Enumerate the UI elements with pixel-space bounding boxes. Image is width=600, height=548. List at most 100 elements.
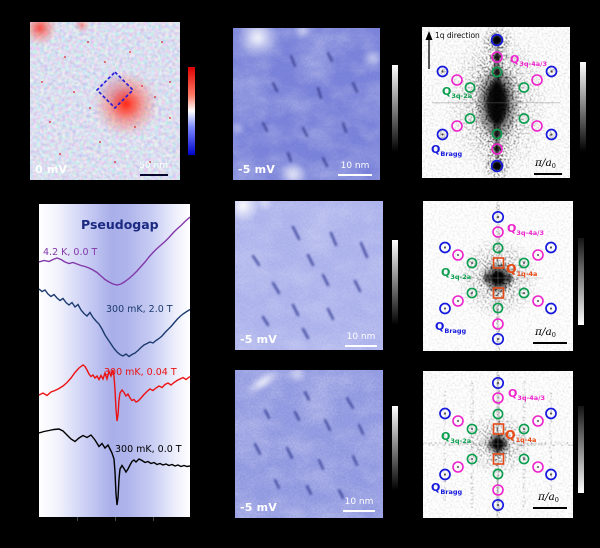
spectra-curves [39, 216, 190, 506]
1q-direction-arrow [425, 31, 433, 69]
q-symbol: Q [506, 261, 517, 276]
q3q-2a-circles [466, 408, 530, 480]
q-label-3q-2a: Q3q-2a [442, 85, 473, 100]
q1q-4a-squares [492, 257, 505, 299]
bright-streak [246, 370, 280, 395]
panel-c-fft: 1q direction Q3q-4a/3 Q3q-2a QBragg π/a0 [422, 27, 570, 178]
bragg-circles [439, 376, 557, 512]
colorbar-gray [392, 65, 398, 152]
q-symbol: Q [505, 427, 516, 442]
scalebar-label: 10 nm [340, 160, 370, 171]
q3q-4a3-circles [452, 226, 544, 330]
peak-dots [443, 381, 553, 507]
axis-tick [114, 517, 117, 521]
pi-a0-label: π/a0 [535, 326, 556, 339]
panel-f-fft: Q3q-4a/3 Q3q-2a Q1q-4a QBragg π/a0 [423, 201, 573, 351]
q-label-1q-4a: Q1q-4a [506, 261, 538, 278]
q-label-3q-2a: Q3q-2a [441, 430, 472, 445]
pi-a0-label: π/a0 [538, 491, 559, 504]
q-label-3q-2a: Q3q-2a [441, 266, 472, 281]
axis-tick [76, 517, 79, 521]
q-symbol: Q [507, 222, 517, 235]
pi-subscript: 0 [551, 162, 556, 170]
red-dots [41, 41, 171, 163]
colorbar-gray [392, 240, 398, 325]
panel-d-spectra: Pseudogap 4.2 K, 0.0 T 300 mK, 2.0 T 300… [39, 204, 190, 517]
colorbar-bwr [188, 67, 195, 155]
q-label-1q-4a: Q1q-4a [505, 427, 537, 444]
curve-300mK-0p04T [39, 364, 190, 422]
q-subscript: Bragg [440, 487, 463, 496]
q-label-bragg: QBragg [431, 481, 463, 496]
bias-label: -5 mV [240, 333, 278, 346]
dashed-roi-square [95, 70, 135, 110]
fft-image [422, 27, 570, 178]
q-subscript: 3q-2a [450, 436, 472, 445]
q3q-4a3-circles [451, 51, 543, 155]
scalebar: 10 nm [345, 332, 377, 347]
q-symbol: Q [441, 266, 451, 279]
scalebar-line [343, 509, 375, 512]
axis-tick [152, 517, 155, 521]
q-subscript: 1q-4a [516, 269, 538, 278]
q-label-bragg: QBragg [435, 320, 467, 335]
direction-label: 1q direction [435, 31, 480, 40]
reciprocal-scalebar [534, 173, 562, 175]
curve-label-300mK-0p04T: 300 mK, 0.04 T [104, 367, 177, 378]
colorbar-gray-inverted [578, 406, 584, 493]
panel-h-fft: Q3q-4a/3 Q3q-2a Q1q-4a QBragg π/a0 [423, 371, 573, 518]
q1q-4a-squares [492, 423, 505, 465]
scalebar-line [345, 344, 377, 347]
q-subscript: Bragg [444, 326, 467, 335]
pi-symbol: π/a [538, 491, 555, 503]
scalebar-label: 10 nm [344, 496, 374, 507]
q-label-3q-4a3: Q3q-4a/3 [507, 222, 544, 236]
curve-label-300mK-2T: 300 mK, 2.0 T [106, 304, 173, 315]
defect-streaks [262, 52, 358, 167]
q-subscript: 1q-4a [515, 435, 537, 444]
scalebar-line [139, 173, 168, 176]
scalebar: 50 nm [139, 161, 168, 176]
fft-core [448, 379, 546, 510]
defect-streaks [254, 391, 364, 499]
pi-subscript: 0 [554, 496, 559, 504]
curve-300mK-2T [39, 288, 190, 358]
curve-label-4p2K: 4.2 K, 0.0 T [43, 247, 98, 258]
scalebar: 10 nm [338, 160, 372, 176]
q-symbol: Q [442, 85, 452, 98]
panel-a-didv-map: 0 mV 50 nm [30, 22, 180, 180]
pseudogap-title: Pseudogap [81, 217, 159, 232]
peak-dots [443, 215, 553, 341]
bias-label: 0 mV [35, 163, 68, 176]
reciprocal-scalebar [533, 507, 567, 509]
q-symbol: Q [431, 143, 441, 156]
q-symbol: Q [508, 387, 518, 400]
stm-blue-image [233, 28, 380, 180]
panel-b-topograph: -5 mV 10 nm [233, 28, 380, 180]
scalebar: 10 nm [343, 496, 375, 512]
q3q-4a3-circles [452, 392, 544, 496]
q-subscript: 3q-4a/3 [517, 393, 546, 402]
fft-image [423, 371, 573, 518]
q-subscript: 3q-4a/3 [519, 59, 548, 68]
red-speckle [30, 22, 180, 180]
bias-label: -5 mV [240, 501, 278, 514]
bias-label: -5 mV [238, 163, 276, 176]
pi-a0-label: π/a0 [535, 158, 556, 170]
q-symbol: Q [435, 320, 445, 333]
reciprocal-scalebar [533, 342, 567, 344]
q-subscript: 3q-2a [451, 91, 473, 100]
colorbar-gray [580, 62, 586, 152]
q-symbol: Q [441, 430, 451, 443]
q-symbol: Q [510, 53, 520, 66]
panel-e-didv-map: -5 mV 10 nm [235, 201, 383, 350]
stm-blue-image [235, 370, 383, 518]
pi-symbol: π/a [535, 326, 552, 338]
q-subscript: 3q-2a [450, 272, 472, 281]
bright-patch [238, 28, 278, 58]
q-symbol: Q [431, 481, 441, 494]
bragg-circles [439, 210, 557, 346]
fft-image [423, 201, 573, 351]
fft-core [432, 35, 560, 171]
